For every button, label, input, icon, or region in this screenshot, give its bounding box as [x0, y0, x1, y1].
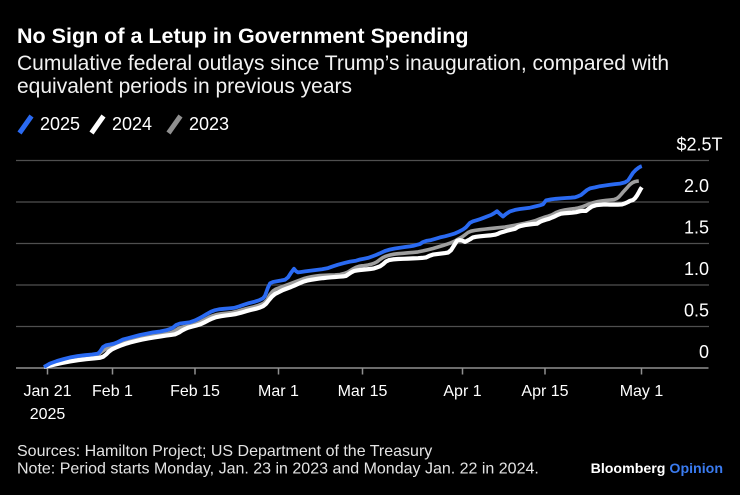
svg-text:Sources: Hamilton Project; US: Sources: Hamilton Project; US Department…	[17, 443, 432, 460]
svg-text:2024: 2024	[112, 114, 152, 134]
svg-text:Note: Period starts Monday, Ja: Note: Period starts Monday, Jan. 23 in 2…	[17, 461, 539, 478]
svg-text:No Sign of a Letup in Governme: No Sign of a Letup in Government Spendin…	[17, 24, 469, 48]
svg-text:2025: 2025	[30, 406, 66, 423]
svg-text:0.5: 0.5	[684, 301, 709, 321]
svg-text:May 1: May 1	[620, 383, 664, 400]
svg-text:Mar 15: Mar 15	[338, 383, 388, 400]
svg-text:equivalent periods in previous: equivalent periods in previous years	[17, 75, 352, 98]
svg-text:2023: 2023	[189, 114, 229, 134]
svg-text:$2.5T: $2.5T	[676, 135, 722, 155]
svg-text:2.0: 2.0	[684, 176, 709, 196]
svg-text:Bloomberg Opinion: Bloomberg Opinion	[591, 461, 723, 477]
svg-text:Feb 15: Feb 15	[170, 383, 220, 400]
svg-text:Jan 21: Jan 21	[23, 383, 71, 400]
svg-text:Feb 1: Feb 1	[92, 383, 133, 400]
svg-text:0: 0	[699, 342, 709, 362]
svg-text:2025: 2025	[40, 114, 80, 134]
svg-text:Apr 15: Apr 15	[521, 383, 568, 400]
svg-text:Apr 1: Apr 1	[443, 383, 481, 400]
svg-text:1.5: 1.5	[684, 218, 709, 238]
svg-text:Mar 1: Mar 1	[258, 383, 299, 400]
svg-text:1.0: 1.0	[684, 259, 709, 279]
svg-text:Cumulative federal outlays sin: Cumulative federal outlays since Trump’s…	[17, 52, 669, 75]
